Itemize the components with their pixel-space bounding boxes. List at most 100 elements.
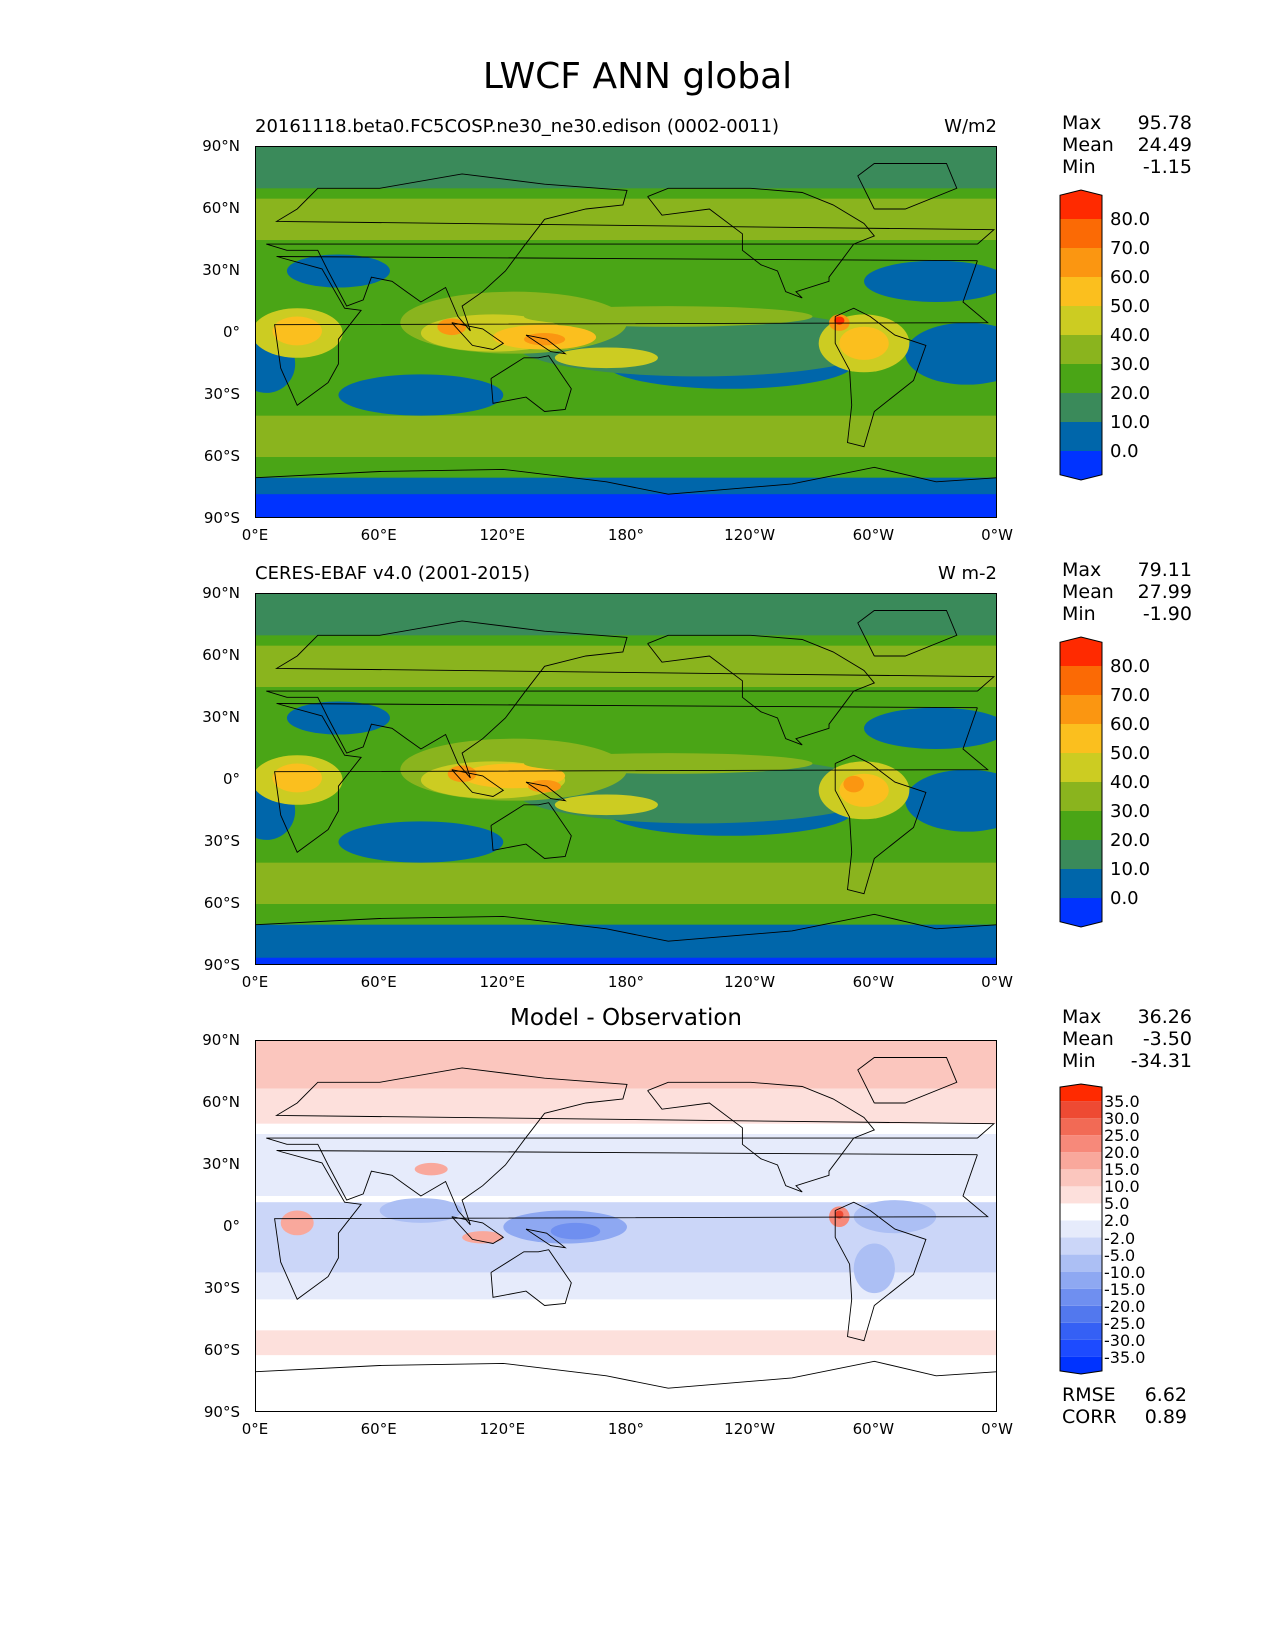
diff-nh-sub (256, 1134, 996, 1196)
stat-label: Max (1062, 559, 1102, 581)
y-tick-label: 0° (222, 1217, 240, 1235)
colorbar-label: 10.0 (1110, 412, 1151, 433)
colorbar-label: 20.0 (1110, 383, 1151, 404)
coastline (647, 187, 876, 299)
coastline (266, 173, 996, 332)
field-antarctic-low (256, 957, 996, 964)
colorbar-segment (1060, 190, 1102, 219)
x-tick-label: 120°W (724, 973, 776, 991)
colorbar-segment (1060, 753, 1102, 782)
colorbar-label: 40.0 (1110, 772, 1151, 793)
field-arctic (256, 594, 996, 636)
stat-row: Max 95.78 (1062, 112, 1192, 134)
stat-value: 36.26 (1137, 1006, 1192, 1028)
coastline (451, 769, 505, 797)
field-arctic (256, 147, 996, 189)
figure-title: LWCF ANN global (482, 56, 793, 97)
stat-value: -1.15 (1142, 156, 1192, 178)
field-antarctic-low (256, 494, 996, 517)
field-amazon-core (839, 326, 889, 360)
metric-row: RMSE 6.62 (1062, 1384, 1187, 1406)
colorbar-label: 25.0 (1104, 1126, 1140, 1146)
x-tick-label: 0°E (241, 526, 269, 544)
colorbar-wrap (1058, 635, 1104, 933)
colorbar (1059, 1083, 1103, 1375)
colorbar-segment (1060, 335, 1102, 364)
y-tick-label: 30°S (203, 832, 240, 850)
y-tick-label: 60°S (203, 447, 240, 465)
colorbar-segment (1060, 1101, 1102, 1119)
colorbar-label: -25.0 (1104, 1313, 1146, 1333)
stats-box: Max 95.78 Mean 24.49 Min -1.15 (1062, 112, 1192, 178)
colorbar-segment (1060, 724, 1102, 753)
stats-box: Max 79.11 Mean 27.99 Min -1.90 (1062, 559, 1192, 625)
colorbar-label: 35.0 (1104, 1092, 1140, 1112)
field-sh-high (256, 904, 996, 925)
colorbar-segment (1060, 1339, 1102, 1357)
stat-label: Max (1062, 112, 1102, 134)
colorbar-segment (1060, 1237, 1102, 1255)
field-satl-low (905, 769, 996, 832)
coastline (266, 1067, 996, 1226)
y-tick-label: 60°S (203, 1341, 240, 1359)
diff-arctic (256, 1041, 996, 1089)
field-spcz (554, 794, 658, 816)
x-tick-label: 180° (607, 526, 645, 544)
y-tick-label: 90°N (202, 137, 240, 155)
colorbar-segment (1060, 393, 1102, 422)
metric-label: CORR (1062, 1406, 1117, 1428)
x-tick-label: 120°E (479, 1420, 526, 1438)
colorbar-label: 15.0 (1104, 1160, 1140, 1180)
colorbar-segment (1060, 364, 1102, 393)
colorbar-label: 10.0 (1110, 859, 1151, 880)
coastline (834, 1201, 927, 1342)
stat-row: Min -1.90 (1062, 603, 1192, 625)
x-tick-label: 0°E (241, 973, 269, 991)
stat-label: Min (1062, 1050, 1096, 1072)
metric-row: CORR 0.89 (1062, 1406, 1187, 1428)
field-natl-low (864, 707, 996, 749)
stat-value: 79.11 (1137, 559, 1192, 581)
field-nh-midlat (256, 645, 996, 687)
colorbar-label: 20.0 (1104, 1143, 1140, 1163)
y-tick-label: 30°S (203, 385, 240, 403)
metric-value: 0.89 (1144, 1406, 1187, 1428)
colorbar-label: 30.0 (1104, 1109, 1140, 1129)
y-tick-label: 30°N (202, 261, 240, 279)
coastline (490, 355, 572, 412)
field-itcz (523, 753, 813, 774)
coastline (256, 466, 996, 495)
colorbar-segment (1060, 1118, 1102, 1136)
colorbar-label: 60.0 (1110, 267, 1151, 288)
coastline (525, 781, 567, 802)
diff-congo-pos (280, 1210, 314, 1236)
coastline (451, 322, 505, 350)
colorbar-segment (1060, 1186, 1102, 1204)
colorbar-segment (1060, 451, 1102, 480)
diff-tibet-pos (414, 1162, 448, 1176)
stat-label: Max (1062, 1006, 1102, 1028)
field-congo-core (272, 316, 322, 346)
colorbar-outline (1059, 636, 1103, 928)
colorbar-label: -10.0 (1104, 1262, 1146, 1282)
coastline (525, 1228, 567, 1249)
diff-nh-highlat (256, 1088, 996, 1124)
colorbar-label: 70.0 (1110, 238, 1151, 259)
x-tick-label: 60°W (852, 526, 895, 544)
panel-title: Model - Observation (509, 1005, 743, 1031)
map-svg (256, 1041, 996, 1411)
coastline (525, 334, 567, 355)
colorbar-segment (1060, 1084, 1102, 1102)
colorbar-label: -20.0 (1104, 1296, 1146, 1316)
panel-units: W/m2 (944, 116, 997, 137)
colorbar (1059, 189, 1103, 481)
stat-value: 95.78 (1137, 112, 1192, 134)
colorbar-segment (1060, 695, 1102, 724)
map-svg (256, 594, 996, 964)
colorbar-segment (1060, 1169, 1102, 1187)
colorbar-segment (1060, 1152, 1102, 1170)
stat-label: Mean (1062, 581, 1114, 603)
colorbar-segment (1060, 1305, 1102, 1323)
stat-row: Min -34.31 (1062, 1050, 1192, 1072)
x-tick-label: 180° (607, 973, 645, 991)
